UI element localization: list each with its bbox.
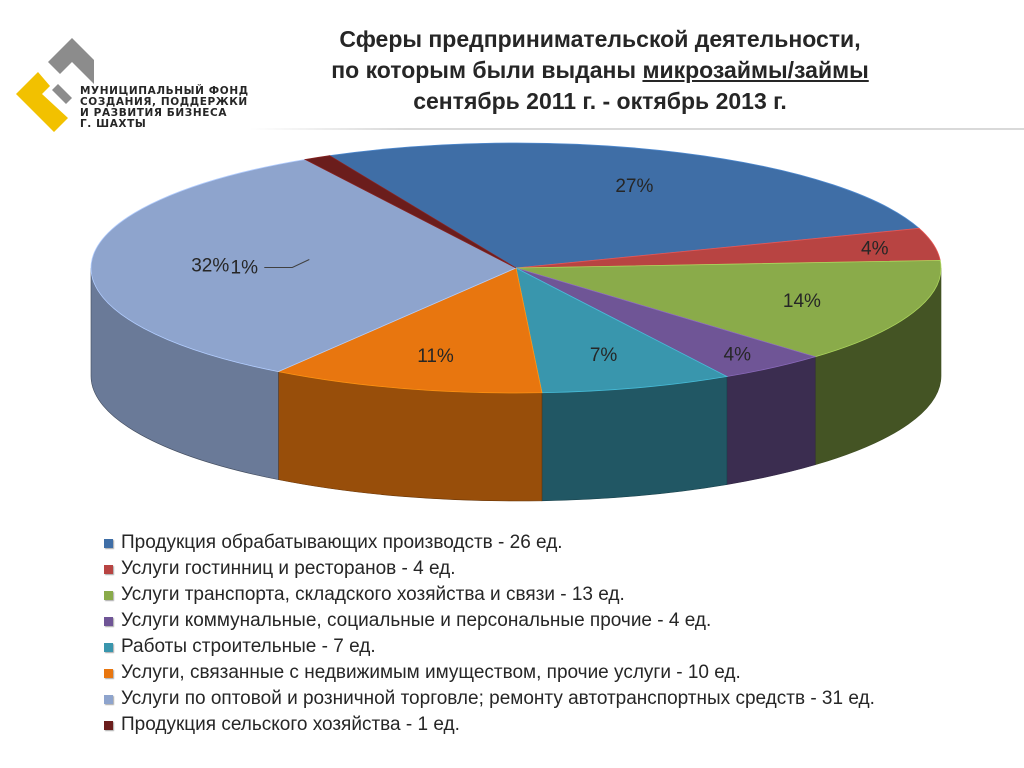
pie-side-5: [541, 376, 728, 502]
legend-label: Услуги, связанные с недвижимым имущество…: [121, 662, 741, 683]
legend-label: Услуги гостинниц и ресторанов - 4 ед.: [121, 558, 456, 579]
pie-slice-5: [515, 267, 729, 394]
slice-label-5: 7%: [590, 345, 618, 366]
pie-slice-7: [90, 159, 517, 373]
legend-swatch: [104, 642, 113, 652]
legend-label: Услуги транспорта, складского хозяйства …: [121, 584, 625, 605]
pie-side-4: [726, 356, 816, 485]
legend-swatch: [104, 564, 113, 574]
legend-item: Услуги по оптовой и розничной торговле; …: [104, 686, 1004, 712]
pie-slice-1: [328, 142, 920, 269]
legend-swatch: [104, 538, 113, 548]
legend-item: Услуги гостинниц и ресторанов - 4 ед.: [104, 556, 1004, 582]
legend-label: Услуги по оптовой и розничной торговле; …: [121, 688, 875, 709]
header-divider: [250, 128, 1024, 130]
logo-line: Г. ШАХТЫ: [80, 118, 147, 130]
legend-swatch: [104, 590, 113, 600]
legend-item: Продукция сельского хозяйства - 1 ед.: [104, 712, 1004, 738]
chart-legend: Продукция обрабатывающих производств - 2…: [104, 530, 1004, 738]
legend-swatch: [104, 616, 113, 626]
pie-slice-6: [277, 267, 543, 394]
slice-label-7: 32%: [191, 256, 229, 277]
legend-swatch: [104, 694, 113, 704]
logo-gray-block: [52, 84, 72, 104]
legend-label: Услуги коммунальные, социальные и персон…: [121, 610, 712, 631]
title-line-2-prefix: по которым были выданы: [331, 57, 643, 83]
pie-slice-3: [515, 259, 942, 358]
legend-label: Продукция сельского хозяйства - 1 ед.: [121, 714, 460, 735]
legend-item: Услуги, связанные с недвижимым имущество…: [104, 660, 1004, 686]
legend-label: Работы строительные - 7 ед.: [121, 636, 376, 657]
slice-label-1: 27%: [615, 176, 653, 197]
legend-item: Работы строительные - 7 ед.: [104, 634, 1004, 660]
leader-line: [264, 259, 310, 269]
logo-yellow-chevron: [16, 72, 68, 132]
legend-swatch: [104, 668, 113, 678]
legend-item: Продукция обрабатывающих производств - 2…: [104, 530, 1004, 556]
logo-line: МУНИЦИПАЛЬНЫЙ ФОНД: [80, 85, 249, 97]
title-line-1: Сферы предпринимательской деятельности,: [339, 26, 861, 52]
slice-label-6: 11%: [417, 346, 454, 367]
pie-slice-8: [303, 155, 517, 269]
slice-label-3: 14%: [783, 291, 821, 312]
title-line-3: сентябрь 2011 г. - октябрь 2013 г.: [413, 88, 787, 114]
slice-label-8: 1%: [231, 258, 259, 279]
slice-label-4: 4%: [724, 345, 752, 366]
legend-item: Услуги транспорта, складского хозяйства …: [104, 582, 1004, 608]
title-line-2: по которым были выданы микрозаймы/займы: [270, 55, 930, 86]
logo-line: И РАЗВИТИЯ БИЗНЕСА: [80, 107, 228, 119]
pie-tops: [90, 142, 942, 394]
title-line-2-underlined: микрозаймы/займы: [642, 57, 869, 83]
legend-item: Услуги коммунальные, социальные и персон…: [104, 608, 1004, 634]
logo-line: СОЗДАНИЯ, ПОДДЕРЖКИ: [80, 96, 248, 108]
legend-swatch: [104, 720, 113, 730]
fund-logo: [14, 38, 254, 134]
pie-labels: 27% 4% 14% 4% 7% 11% 32% 1%: [191, 176, 888, 367]
slice-label-2: 4%: [861, 238, 889, 259]
logo-text: МУНИЦИПАЛЬНЫЙ ФОНД СОЗДАНИЯ, ПОДДЕРЖКИ И…: [80, 86, 260, 130]
legend-label: Продукция обрабатывающих производств - 2…: [121, 532, 563, 553]
chart-title: Сферы предпринимательской деятельности, …: [270, 24, 930, 117]
pie-sides: [90, 267, 942, 502]
